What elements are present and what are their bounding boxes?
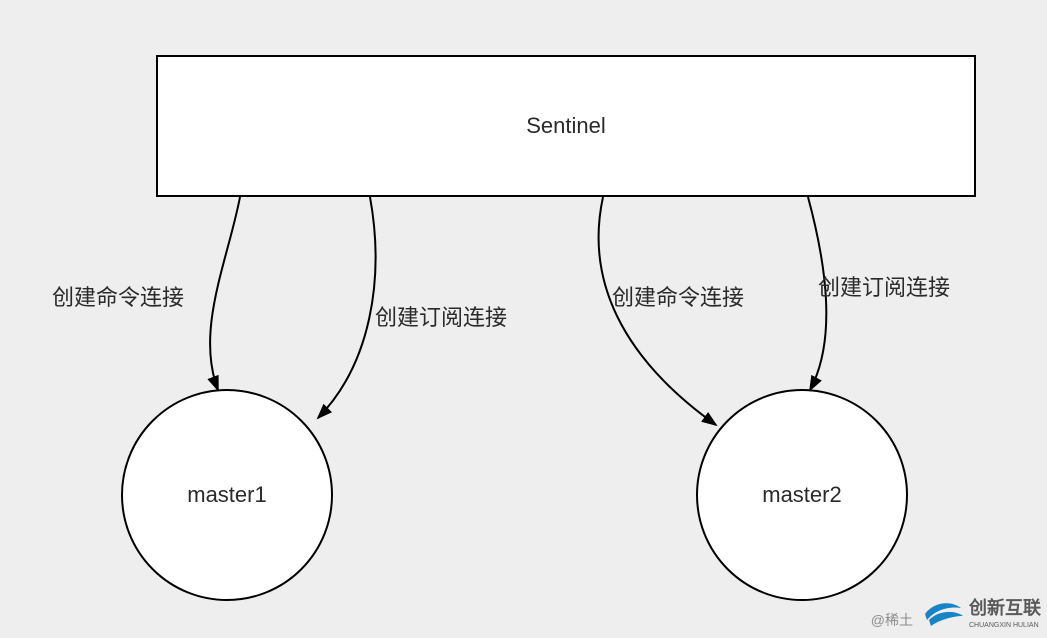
edge-label-cmd1: 创建命令连接 <box>52 280 184 312</box>
svg-text:CHUANGXIN HULIAN: CHUANGXIN HULIAN <box>969 622 1039 629</box>
watermark-text: @稀土 <box>871 610 913 630</box>
edge-label-sub1: 创建订阅连接 <box>375 300 507 332</box>
edge-cmd1 <box>210 197 240 390</box>
edge-label-sub2: 创建订阅连接 <box>818 270 950 302</box>
master1-node: master1 <box>121 389 333 601</box>
master2-node: master2 <box>696 389 908 601</box>
sentinel-label: Sentinel <box>526 113 606 139</box>
watermark-logo: 创新互联 CHUANGXIN HULIAN <box>921 594 1041 634</box>
master2-label: master2 <box>762 482 841 508</box>
master1-label: master1 <box>187 482 266 508</box>
svg-text:创新互联: 创新互联 <box>968 597 1041 618</box>
sentinel-node: Sentinel <box>156 55 976 197</box>
edge-sub1 <box>318 197 376 418</box>
edge-label-cmd2: 创建命令连接 <box>612 280 744 312</box>
